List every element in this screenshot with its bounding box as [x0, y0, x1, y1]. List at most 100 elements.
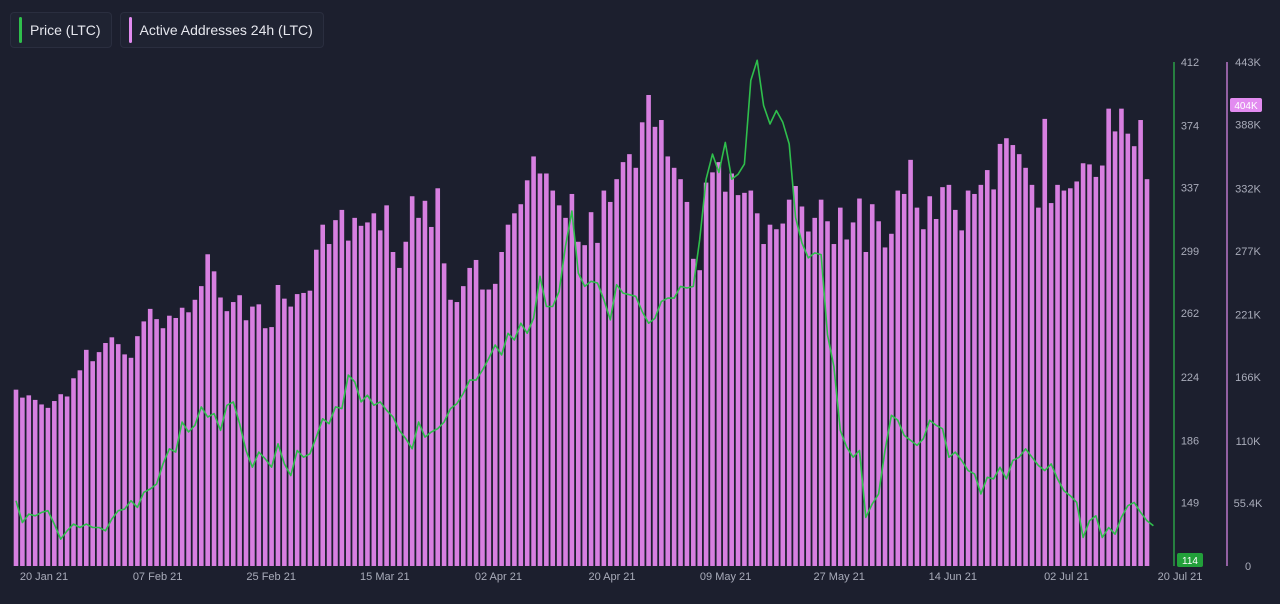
address-bar: [742, 192, 747, 566]
price-tick-label: 262: [1181, 308, 1199, 320]
address-bar: [556, 205, 562, 566]
address-bar: [71, 378, 76, 566]
address-bar: [614, 179, 619, 566]
address-bar: [767, 224, 773, 566]
address-bar: [384, 205, 389, 566]
address-bar: [314, 249, 319, 566]
address-bar: [684, 201, 690, 566]
address-bar: [882, 247, 888, 566]
address-bar: [109, 337, 115, 566]
address-bar: [901, 193, 907, 566]
address-bar: [1093, 176, 1099, 566]
address-bar: [429, 226, 434, 566]
address-bar: [64, 396, 70, 566]
address-bar: [218, 297, 223, 566]
address-tick-label: 221K: [1235, 310, 1261, 322]
address-bar: [1029, 184, 1035, 566]
address-bar: [595, 242, 600, 566]
legend-item-price[interactable]: Price (LTC): [10, 12, 112, 48]
address-bar: [1023, 167, 1028, 566]
address-bar: [326, 244, 332, 566]
address-bar: [1042, 118, 1048, 566]
address-bar: [454, 302, 460, 566]
legend-swatch-active-addresses: [128, 17, 132, 43]
address-bar: [167, 315, 172, 566]
address-bar: [416, 217, 421, 567]
address-bar: [569, 193, 575, 566]
address-bar: [147, 308, 153, 566]
address-bar: [588, 212, 594, 566]
address-bar: [997, 143, 1003, 566]
address-bar: [26, 395, 32, 566]
address-bar: [345, 240, 351, 566]
address-bar: [141, 321, 147, 566]
address-bar: [806, 231, 811, 566]
address-bar: [1004, 138, 1009, 567]
address-bar: [199, 286, 204, 566]
price-tick-label: 299: [1181, 246, 1199, 258]
address-bar: [358, 225, 364, 566]
address-bar: [633, 167, 639, 566]
address-bar: [729, 173, 734, 567]
address-bar: [435, 188, 441, 566]
address-tick-label: 388K: [1235, 120, 1261, 132]
address-bar: [946, 184, 952, 566]
address-bar: [441, 263, 447, 566]
address-bar: [722, 191, 728, 566]
address-bar: [671, 167, 677, 566]
address-bar: [914, 207, 920, 566]
address-bar: [128, 357, 134, 566]
address-bar: [869, 204, 875, 566]
address-bar: [397, 267, 402, 566]
address-bar: [831, 244, 837, 566]
address-bar: [13, 389, 19, 566]
x-tick-label: 09 May 21: [700, 571, 751, 583]
address-bar: [1125, 133, 1131, 567]
address-tick-label: 0: [1245, 561, 1251, 573]
address-tick-label: 277K: [1235, 246, 1261, 258]
address-bar: [652, 126, 658, 566]
address-bar: [39, 404, 44, 566]
address-bar: [576, 241, 581, 566]
address-bar: [659, 120, 664, 567]
address-bar: [1055, 184, 1060, 566]
address-bar: [1131, 146, 1137, 566]
address-bar: [876, 221, 881, 566]
address-bar: [857, 198, 862, 566]
address-bar: [735, 195, 741, 567]
legend-item-active-addresses[interactable]: Active Addresses 24h (LTC): [119, 12, 324, 48]
address-bar: [352, 217, 357, 567]
address-bar: [959, 230, 964, 566]
address-bar: [160, 328, 166, 566]
price-tick-label: 224: [1181, 372, 1199, 384]
address-bar: [1016, 154, 1022, 566]
x-tick-label: 02 Jul 21: [1044, 571, 1089, 583]
address-bar: [1106, 108, 1111, 567]
address-bar: [953, 209, 958, 566]
legend-swatch-price: [19, 17, 22, 43]
x-tick-label: 15 Mar 21: [360, 571, 410, 583]
address-bar: [237, 295, 242, 566]
address-bar: [716, 162, 722, 566]
address-bar: [537, 173, 543, 567]
address-bar: [115, 344, 121, 566]
address-bar: [703, 182, 709, 566]
address-tick-label: 110K: [1236, 436, 1262, 448]
address-bar: [550, 190, 556, 566]
price-current-badge: 114: [1177, 553, 1203, 567]
address-bar: [282, 298, 287, 566]
price-tick-label: 337: [1181, 183, 1199, 195]
address-bar: [1010, 145, 1016, 567]
address-bar: [58, 394, 64, 566]
address-bar: [467, 267, 472, 566]
address-bar: [32, 399, 38, 566]
address-bar: [978, 184, 984, 566]
address-bar: [250, 306, 255, 566]
address-bar: [211, 271, 217, 566]
x-tick-label: 20 Jul 21: [1158, 571, 1203, 583]
address-bar: [908, 159, 913, 566]
address-bar: [192, 299, 198, 566]
legend: Price (LTC) Active Addresses 24h (LTC): [10, 12, 324, 48]
price-axis-ticks: 412 374 337 299 262 224 186 149: [1181, 57, 1199, 509]
